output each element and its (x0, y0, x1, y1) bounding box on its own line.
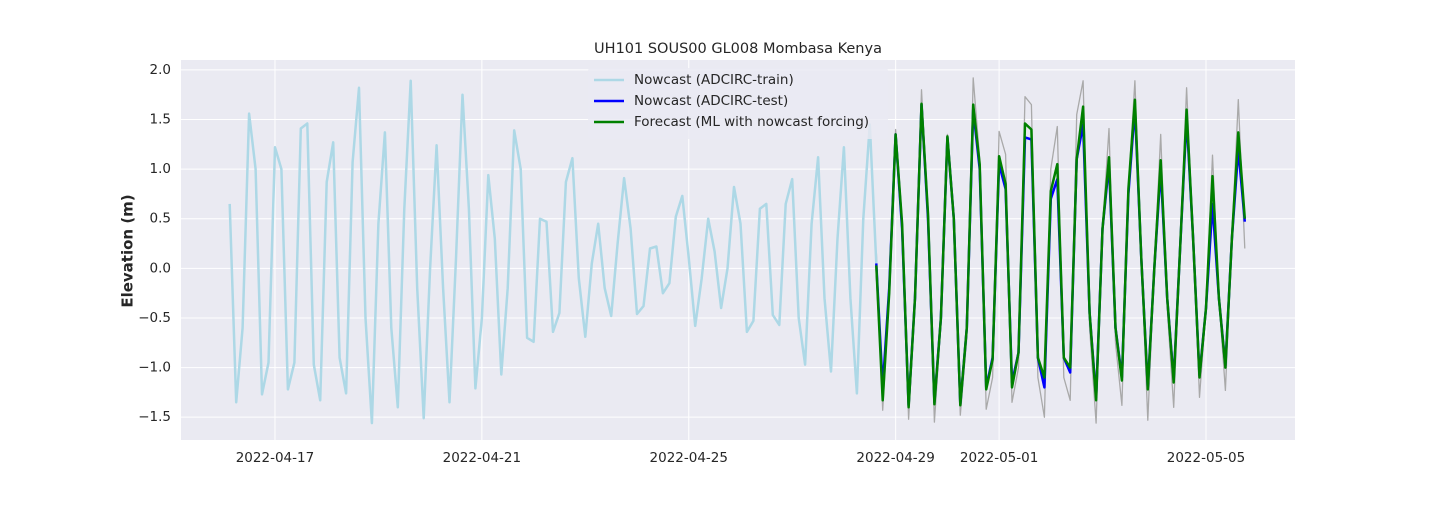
y-tick-label: 1.5 (150, 112, 171, 128)
y-tick-label: 0.0 (150, 260, 171, 276)
data-line (228, 79, 878, 425)
x-tick-label: 2022-04-17 (236, 450, 314, 466)
y-tick-label: 0.5 (150, 211, 171, 227)
y-tick-label: 1.0 (150, 161, 171, 177)
x-tick-label: 2022-05-01 (960, 450, 1038, 466)
y-tick-label: −1.0 (138, 360, 171, 376)
data-line (875, 98, 1247, 409)
x-tick-label: 2022-05-05 (1167, 450, 1245, 466)
y-axis-label: Elevation (m) (119, 194, 137, 307)
y-tick-label: −0.5 (138, 310, 171, 326)
legend-label: Nowcast (ADCIRC-test) (634, 93, 788, 109)
chart-title: UH101 SOUS00 GL008 Mombasa Kenya (594, 41, 882, 57)
x-tick-label: 2022-04-21 (443, 450, 521, 466)
legend-label: Nowcast (ADCIRC-train) (634, 72, 794, 88)
legend-box (588, 68, 888, 139)
y-tick-label: −1.5 (138, 409, 171, 425)
y-tick-label: 2.0 (150, 62, 171, 78)
x-tick-label: 2022-04-29 (856, 450, 934, 466)
legend-label: Forecast (ML with nowcast forcing) (634, 114, 869, 130)
x-tick-label: 2022-04-25 (650, 450, 728, 466)
